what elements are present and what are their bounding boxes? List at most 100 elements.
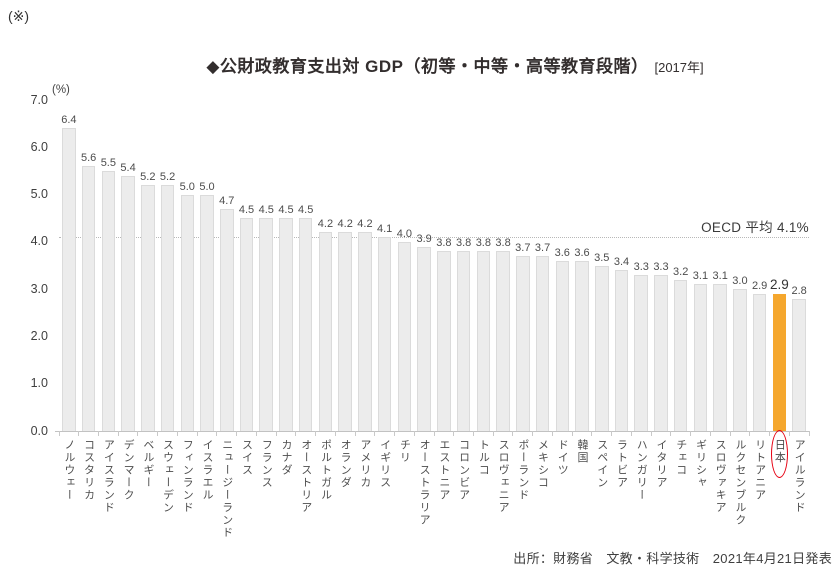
bar <box>713 284 727 431</box>
y-tick-label: 2.0 <box>30 328 48 343</box>
chart-title: ◆公財政教育支出対 GDP（初等・中等・高等教育段階） [2017年] <box>70 52 840 77</box>
x-tick <box>315 431 317 436</box>
bar-value-label: 4.5 <box>238 204 255 217</box>
bar <box>160 185 175 431</box>
category-label: ニュージーランド <box>220 439 233 539</box>
bar-value-label: 2.9 <box>769 276 789 292</box>
category-label: ベルギー <box>141 439 154 489</box>
bar-value-label: 3.7 <box>515 242 531 255</box>
bar <box>397 241 412 431</box>
category-label: アイスランド <box>102 439 115 514</box>
category-label: リトアニア <box>753 439 766 502</box>
bar-value-label: 2.8 <box>791 284 807 297</box>
bar-value-label: 3.5 <box>594 251 610 264</box>
bar <box>693 284 708 431</box>
x-tick <box>255 431 257 436</box>
x-tick <box>97 431 99 436</box>
chart-title-main: ◆公財政教育支出対 GDP（初等・中等・高等教育段階） <box>206 57 649 76</box>
bar-value-label: 5.5 <box>100 156 116 169</box>
category-label: オランダ <box>339 439 352 489</box>
bar <box>476 251 491 431</box>
bar-value-label: 3.7 <box>534 242 551 255</box>
bar-value-label: 5.0 <box>199 180 215 193</box>
bar <box>239 218 254 431</box>
x-tick <box>176 431 178 436</box>
bar <box>200 194 214 431</box>
bar <box>496 251 510 431</box>
y-tick-label: 5.0 <box>30 187 48 202</box>
bar <box>141 185 155 431</box>
bar-value-label: 4.2 <box>317 218 334 231</box>
bar <box>101 170 116 431</box>
x-tick <box>472 431 474 436</box>
x-tick <box>295 431 297 436</box>
x-tick <box>453 431 455 436</box>
bar-value-label: 3.8 <box>495 237 511 250</box>
bar-value-label: 4.5 <box>258 204 274 217</box>
oecd-average-line <box>59 237 809 239</box>
category-label: ポーランド <box>516 439 529 502</box>
bar <box>634 274 648 431</box>
bar <box>180 194 195 431</box>
category-label: エストニア <box>437 439 450 502</box>
x-tick <box>275 431 277 436</box>
x-tick <box>512 431 514 436</box>
category-label: スペイン <box>595 439 608 489</box>
bar-value-label: 3.6 <box>574 246 590 259</box>
x-axis-line <box>55 431 809 432</box>
x-tick <box>58 431 60 436</box>
bar <box>377 237 392 431</box>
y-tick-label: 6.0 <box>30 139 48 154</box>
category-label: ノルウェー <box>62 439 75 502</box>
x-tick <box>196 431 198 436</box>
x-tick <box>532 431 534 436</box>
x-tick <box>78 431 80 436</box>
bar-value-label: 4.5 <box>298 204 314 217</box>
category-label: ラトビア <box>615 439 628 489</box>
y-tick-label: 7.0 <box>30 92 48 107</box>
category-label: オーストラリア <box>418 439 431 527</box>
bar-value-label: 5.2 <box>140 171 156 184</box>
x-tick <box>670 431 672 436</box>
category-label: スロヴェニア <box>497 439 510 514</box>
x-tick <box>690 431 692 436</box>
y-axis-unit-label: (%) <box>52 84 70 96</box>
bar <box>338 232 352 431</box>
bar <box>358 232 372 431</box>
category-label: コロンビア <box>457 439 470 502</box>
bar <box>298 218 313 431</box>
x-tick <box>216 431 218 436</box>
bar-value-label: 6.4 <box>61 114 77 127</box>
bar-value-label: 3.1 <box>712 270 728 283</box>
x-tick <box>611 431 613 436</box>
category-label: スイス <box>240 439 253 477</box>
x-tick <box>137 431 139 436</box>
category-label: オーストリア <box>299 439 312 514</box>
x-tick <box>591 431 593 436</box>
bar <box>279 218 293 431</box>
bar <box>62 128 76 431</box>
bar-value-label: 3.8 <box>475 237 491 250</box>
x-tick <box>492 431 494 436</box>
x-tick <box>354 431 356 436</box>
category-label: カナダ <box>279 439 292 477</box>
x-tick <box>729 431 731 436</box>
bar-value-label: 4.7 <box>219 194 235 207</box>
bar <box>752 293 767 431</box>
category-label: イスラエル <box>201 439 214 502</box>
category-label: スロヴァキア <box>714 439 727 514</box>
category-label: ハンガリー <box>635 439 648 502</box>
y-tick-label: 3.0 <box>30 281 48 296</box>
category-label: チリ <box>398 439 411 464</box>
bar-value-label: 3.0 <box>732 275 748 288</box>
oecd-average-label: OECD 平均 4.1% <box>701 220 809 236</box>
category-label: ギリシャ <box>694 439 707 489</box>
source-note: 出所：財務省 文教・科学技術 2021年4月21日発表 <box>513 551 832 566</box>
bar-value-label: 4.2 <box>337 218 353 231</box>
bar <box>614 270 629 431</box>
bar-value-label: 5.0 <box>179 180 195 193</box>
bar-value-label: 3.1 <box>692 270 709 283</box>
bar-value-label: 4.0 <box>396 227 413 240</box>
category-label: ポルトガル <box>319 439 332 502</box>
